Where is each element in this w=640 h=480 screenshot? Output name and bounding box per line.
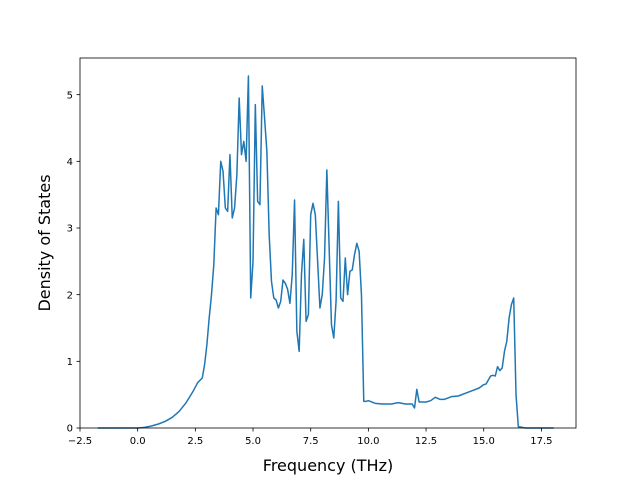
- dos-curve: [97, 75, 554, 429]
- x-axis-ticks: −2.5 0.0 2.5 5.0 7.5 10.0 12.5 15.0 17.5: [68, 428, 553, 447]
- y-tick-label: 2: [67, 290, 73, 301]
- y-tick-label: 0: [67, 424, 73, 435]
- x-tick-label: 15.0: [473, 436, 495, 447]
- y-tick-label: 4: [67, 157, 73, 168]
- y-tick-label: 5: [67, 90, 73, 101]
- y-tick-label: 1: [67, 357, 73, 368]
- x-tick-label: 17.5: [530, 436, 552, 447]
- x-axis-label: Frequency (THz): [263, 456, 393, 475]
- x-tick-label: 7.5: [303, 436, 319, 447]
- axes-frame: [79, 57, 577, 429]
- plot-area: [79, 57, 577, 429]
- x-tick-label: 12.5: [415, 436, 437, 447]
- y-tick-label: 3: [67, 224, 73, 235]
- y-axis-ticks: 0 1 2 3 4 5: [67, 90, 80, 435]
- x-tick-label: 10.0: [357, 436, 379, 447]
- x-tick-label: −2.5: [68, 436, 92, 447]
- y-axis-label: Density of States: [35, 174, 54, 311]
- x-tick-label: 2.5: [187, 436, 203, 447]
- x-tick-label: 5.0: [245, 436, 261, 447]
- x-tick-label: 0.0: [130, 436, 146, 447]
